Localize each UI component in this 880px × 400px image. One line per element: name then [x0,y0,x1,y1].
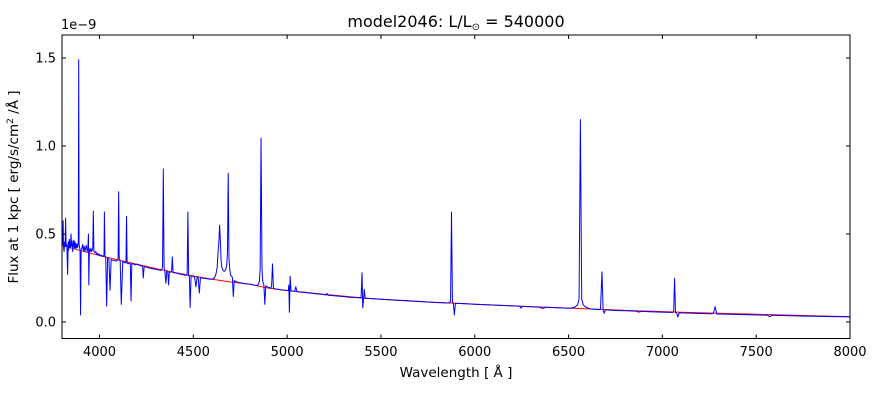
svg-text:6500: 6500 [552,345,585,360]
svg-text:0.0: 0.0 [35,315,56,330]
y-axis-label: Flux at 1 kpc [ erg/s/cm2 /Å ] [6,90,22,284]
x-ticks [99,35,851,339]
x-tick-labels: 4000 4500 5000 5500 6000 6500 7000 7500 8000 [83,345,867,360]
svg-text:1.0: 1.0 [35,140,56,155]
sun-symbol: ⊙ [471,22,480,33]
svg-text:1.5: 1.5 [35,52,56,67]
data-lines [61,59,851,318]
title-text: model2046: L/L [347,12,472,31]
svg-text:4000: 4000 [83,345,116,360]
chart-title: model2046: L/L⊙ = 540000 [62,12,850,33]
superscript-2: 2 [6,118,16,124]
svg-text:5000: 5000 [271,345,304,360]
svg-text:5500: 5500 [364,345,397,360]
svg-text:4500: 4500 [177,345,210,360]
y-tick-labels: 0.0 0.5 1.0 1.5 [35,52,56,331]
svg-text:8000: 8000 [833,345,866,360]
y-ticks [62,57,850,323]
x-axis-label: Wavelength [ Å ] [399,365,513,381]
title-value: = 540000 [479,12,565,31]
svg-text:7500: 7500 [740,345,773,360]
svg-text:0.5: 0.5 [35,227,56,242]
spectrum-line [61,59,851,318]
svg-text:6000: 6000 [458,345,491,360]
plot-border [61,34,851,339]
continuum-line [61,244,851,318]
svg-text:7000: 7000 [646,345,679,360]
y-axis-offset-text: 1e−9 [61,18,97,33]
